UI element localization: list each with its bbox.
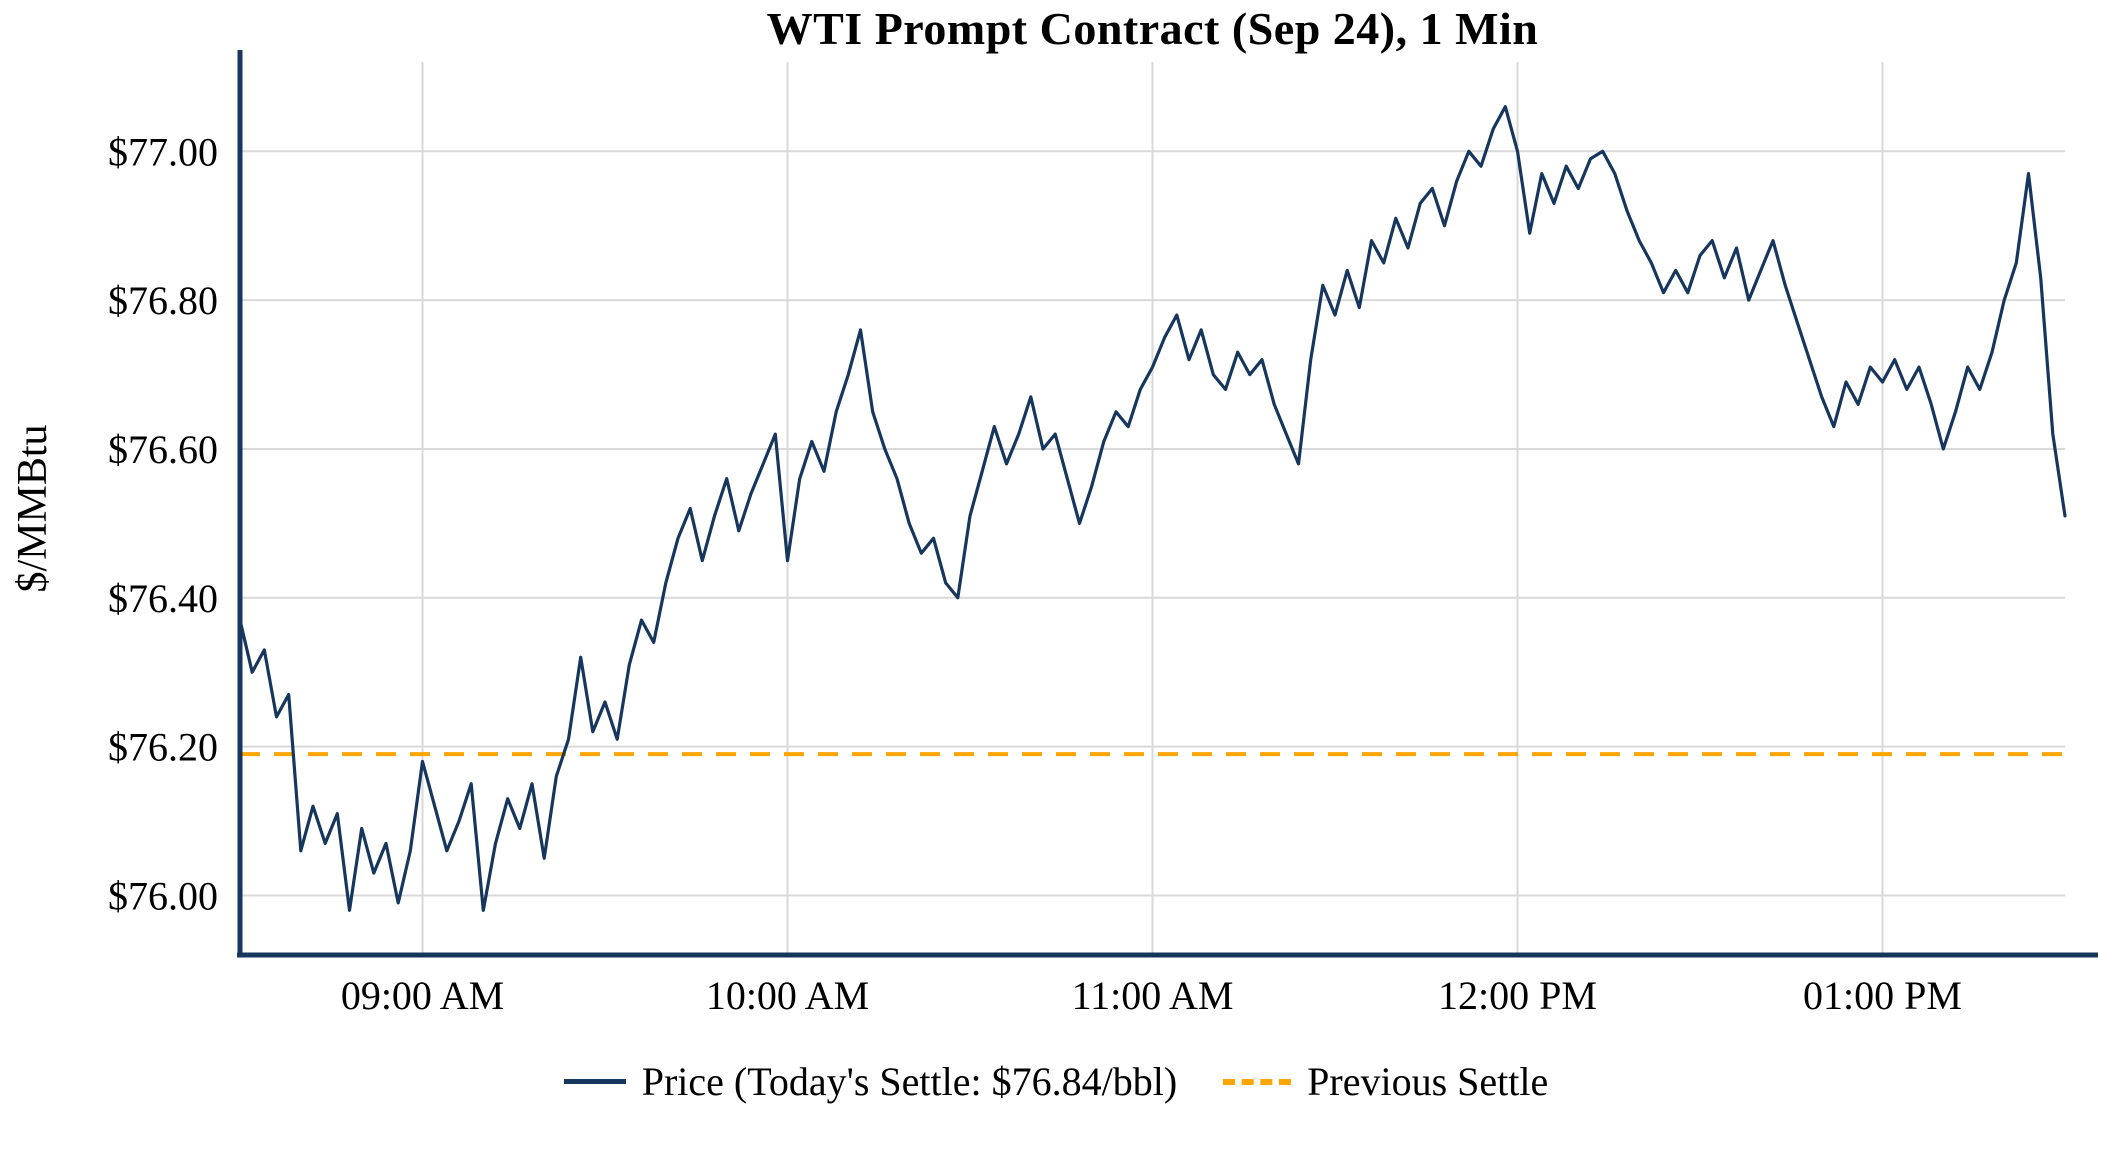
- previous-settle-swatch: [1223, 1078, 1292, 1085]
- y-tick-label: $76.60: [108, 427, 218, 472]
- y-tick-label: $76.00: [108, 873, 218, 918]
- y-tick-label: $77.00: [108, 129, 218, 174]
- y-tick-label: $76.20: [108, 725, 218, 770]
- x-tick-label: 11:00 AM: [1072, 973, 1234, 1018]
- chart-title: WTI Prompt Contract (Sep 24), 1 Min: [766, 3, 1539, 54]
- price-line-swatch: [563, 1079, 626, 1084]
- x-tick-label: 12:00 PM: [1438, 973, 1597, 1018]
- chart-legend: Price (Today's Settle: $76.84/bbl) Previ…: [0, 1058, 2112, 1105]
- y-tick-label: $76.80: [108, 278, 218, 323]
- legend-item-previous-settle: Previous Settle: [1223, 1058, 1548, 1105]
- price-line: [238, 105, 2067, 912]
- x-tick-label: 10:00 AM: [706, 973, 869, 1018]
- x-tick-label: 01:00 PM: [1803, 973, 1962, 1018]
- y-tick-label: $76.40: [108, 576, 218, 621]
- x-tick-label: 09:00 AM: [341, 973, 504, 1018]
- legend-label-previous-settle: Previous Settle: [1307, 1059, 1549, 1104]
- y-axis-label: $/MMBtu: [10, 424, 56, 592]
- legend-label-price: Price (Today's Settle: $76.84/bbl): [641, 1059, 1178, 1104]
- legend-item-price: Price (Today's Settle: $76.84/bbl): [563, 1058, 1178, 1105]
